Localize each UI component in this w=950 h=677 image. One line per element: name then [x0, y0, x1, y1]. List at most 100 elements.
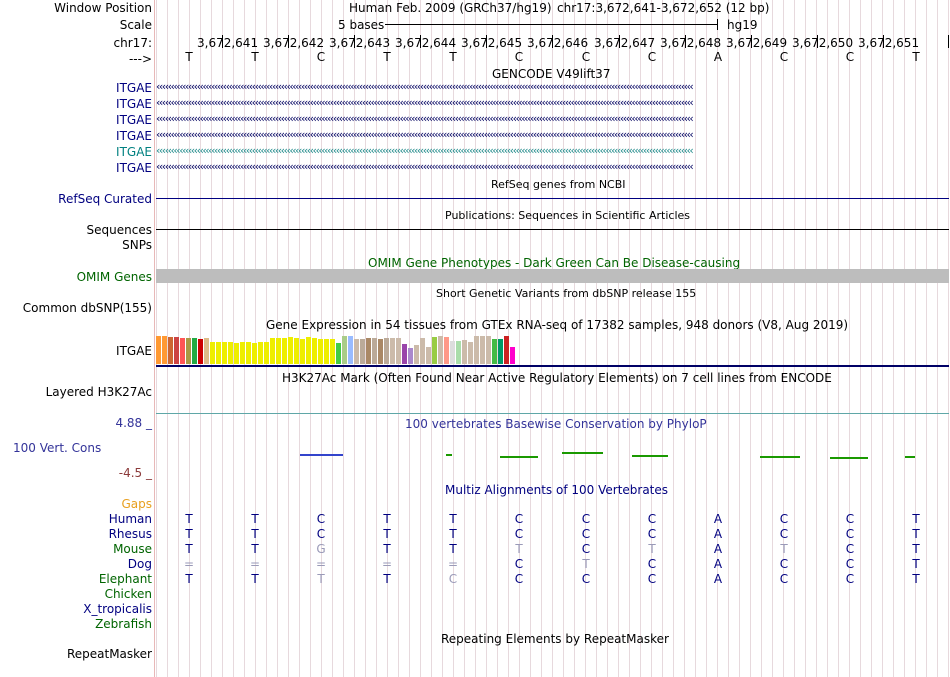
gencode-label[interactable]: ITGAE [116, 145, 152, 159]
gtex-bar[interactable] [462, 340, 467, 364]
gtex-bar[interactable] [354, 339, 359, 364]
gencode-transcript[interactable]: ‹‹‹‹‹‹‹‹‹‹‹‹‹‹‹‹‹‹‹‹‹‹‹‹‹‹‹‹‹‹‹‹‹‹‹‹‹‹‹‹… [156, 160, 694, 173]
gtex-bar[interactable] [426, 347, 431, 364]
gtex-bar[interactable] [390, 338, 395, 364]
gtex-bar[interactable] [204, 338, 209, 364]
repeatmasker-label[interactable]: RepeatMasker [66, 647, 152, 661]
gtex-bar[interactable] [402, 344, 407, 364]
gtex-bar[interactable] [258, 342, 263, 364]
species-label[interactable]: Zebrafish [95, 617, 152, 631]
species-label[interactable]: Mouse [113, 542, 152, 556]
gtex-bar[interactable] [168, 337, 173, 364]
ruler-tick [420, 35, 421, 48]
gencode-transcript[interactable]: ‹‹‹‹‹‹‹‹‹‹‹‹‹‹‹‹‹‹‹‹‹‹‹‹‹‹‹‹‹‹‹‹‹‹‹‹‹‹‹‹… [156, 96, 694, 109]
gtex-bar[interactable] [450, 341, 455, 364]
gtex-bar[interactable] [240, 342, 245, 364]
gtex-bar[interactable] [444, 337, 449, 364]
gtex-bar[interactable] [270, 338, 275, 364]
sequences-label[interactable]: Sequences [86, 223, 152, 237]
gtex-bar[interactable] [384, 338, 389, 364]
gtex-bar-chart[interactable] [156, 334, 556, 364]
gtex-bar[interactable] [438, 336, 443, 364]
gtex-bar[interactable] [336, 343, 341, 364]
gencode-label[interactable]: ITGAE [116, 129, 152, 143]
gtex-bar[interactable] [294, 338, 299, 364]
gtex-bar[interactable] [300, 339, 305, 364]
species-label[interactable]: Chicken [104, 587, 152, 601]
gtex-bar[interactable] [264, 342, 269, 364]
gencode-label[interactable]: ITGAE [116, 81, 152, 95]
gencode-label[interactable]: ITGAE [116, 113, 152, 127]
gtex-bar[interactable] [174, 337, 179, 364]
gtex-bar[interactable] [318, 339, 323, 364]
gtex-bar[interactable] [330, 339, 335, 364]
gencode-label[interactable]: ITGAE [116, 97, 152, 111]
species-label[interactable]: X_tropicalis [83, 602, 152, 616]
dbsnp-label[interactable]: Common dbSNP(155) [22, 301, 152, 315]
gtex-bar[interactable] [228, 342, 233, 364]
gtex-bar[interactable] [468, 342, 473, 364]
phylop-mark [446, 454, 452, 456]
alignment-base: C [845, 572, 855, 586]
sequences-line[interactable] [156, 229, 949, 230]
h3k27ac-signal[interactable] [156, 413, 949, 414]
gtex-bar[interactable] [396, 338, 401, 364]
gtex-bar[interactable] [222, 342, 227, 364]
gtex-bar[interactable] [420, 338, 425, 364]
gtex-bar[interactable] [306, 337, 311, 364]
gtex-label[interactable]: ITGAE [116, 344, 152, 358]
gtex-bar[interactable] [186, 338, 191, 364]
gtex-bar[interactable] [324, 339, 329, 364]
gtex-bar[interactable] [234, 343, 239, 364]
omim-bar[interactable] [156, 269, 949, 283]
refseq-label[interactable]: RefSeq Curated [58, 192, 152, 206]
gtex-bar[interactable] [510, 347, 515, 364]
species-label[interactable]: Human [108, 512, 152, 526]
gtex-bar[interactable] [492, 339, 497, 364]
gtex-bar[interactable] [252, 343, 257, 364]
gtex-bar[interactable] [198, 339, 203, 364]
gtex-bar[interactable] [366, 338, 371, 364]
ruler-base: C [779, 50, 789, 64]
gtex-bar[interactable] [180, 338, 185, 364]
gtex-bar[interactable] [282, 338, 287, 364]
species-label[interactable]: Dog [127, 557, 152, 571]
grid-line [453, 0, 454, 677]
gtex-bar[interactable] [276, 338, 281, 364]
gencode-label[interactable]: ITGAE [116, 161, 152, 175]
gtex-bar[interactable] [480, 336, 485, 364]
gtex-bar[interactable] [414, 345, 419, 364]
gencode-transcript[interactable]: ‹‹‹‹‹‹‹‹‹‹‹‹‹‹‹‹‹‹‹‹‹‹‹‹‹‹‹‹‹‹‹‹‹‹‹‹‹‹‹‹… [156, 144, 694, 157]
gtex-bar[interactable] [360, 339, 365, 364]
gtex-bar[interactable] [348, 336, 353, 364]
gtex-bar[interactable] [432, 337, 437, 364]
gtex-bar[interactable] [342, 336, 347, 364]
gtex-bar[interactable] [456, 341, 461, 364]
h3k27ac-label[interactable]: Layered H3K27Ac [45, 385, 152, 399]
gencode-transcript[interactable]: ‹‹‹‹‹‹‹‹‹‹‹‹‹‹‹‹‹‹‹‹‹‹‹‹‹‹‹‹‹‹‹‹‹‹‹‹‹‹‹‹… [156, 112, 694, 125]
omim-label[interactable]: OMIM Genes [76, 270, 152, 284]
gtex-bar[interactable] [474, 336, 479, 364]
snps-label[interactable]: SNPs [122, 238, 152, 252]
species-label[interactable]: Elephant [98, 572, 152, 586]
gtex-bar[interactable] [312, 338, 317, 364]
gtex-bar[interactable] [486, 336, 491, 364]
gtex-bar[interactable] [408, 348, 413, 364]
gtex-bar[interactable] [288, 337, 293, 364]
gencode-transcript[interactable]: ‹‹‹‹‹‹‹‹‹‹‹‹‹‹‹‹‹‹‹‹‹‹‹‹‹‹‹‹‹‹‹‹‹‹‹‹‹‹‹‹… [156, 128, 694, 141]
gtex-bar[interactable] [498, 339, 503, 364]
species-label[interactable]: Rhesus [108, 527, 152, 541]
gtex-bar[interactable] [504, 336, 509, 364]
gtex-bar[interactable] [372, 338, 377, 364]
gtex-bar[interactable] [192, 338, 197, 364]
refseq-gene-line[interactable] [156, 198, 949, 199]
gtex-bar[interactable] [162, 336, 167, 364]
gtex-bar[interactable] [156, 336, 161, 364]
gtex-bar[interactable] [246, 342, 251, 364]
gtex-bar[interactable] [216, 342, 221, 364]
gencode-transcript[interactable]: ‹‹‹‹‹‹‹‹‹‹‹‹‹‹‹‹‹‹‹‹‹‹‹‹‹‹‹‹‹‹‹‹‹‹‹‹‹‹‹‹… [156, 80, 694, 93]
phylop-label[interactable]: 100 Vert. Cons [13, 441, 102, 455]
gtex-bar[interactable] [210, 342, 215, 364]
gtex-bar[interactable] [378, 339, 383, 364]
